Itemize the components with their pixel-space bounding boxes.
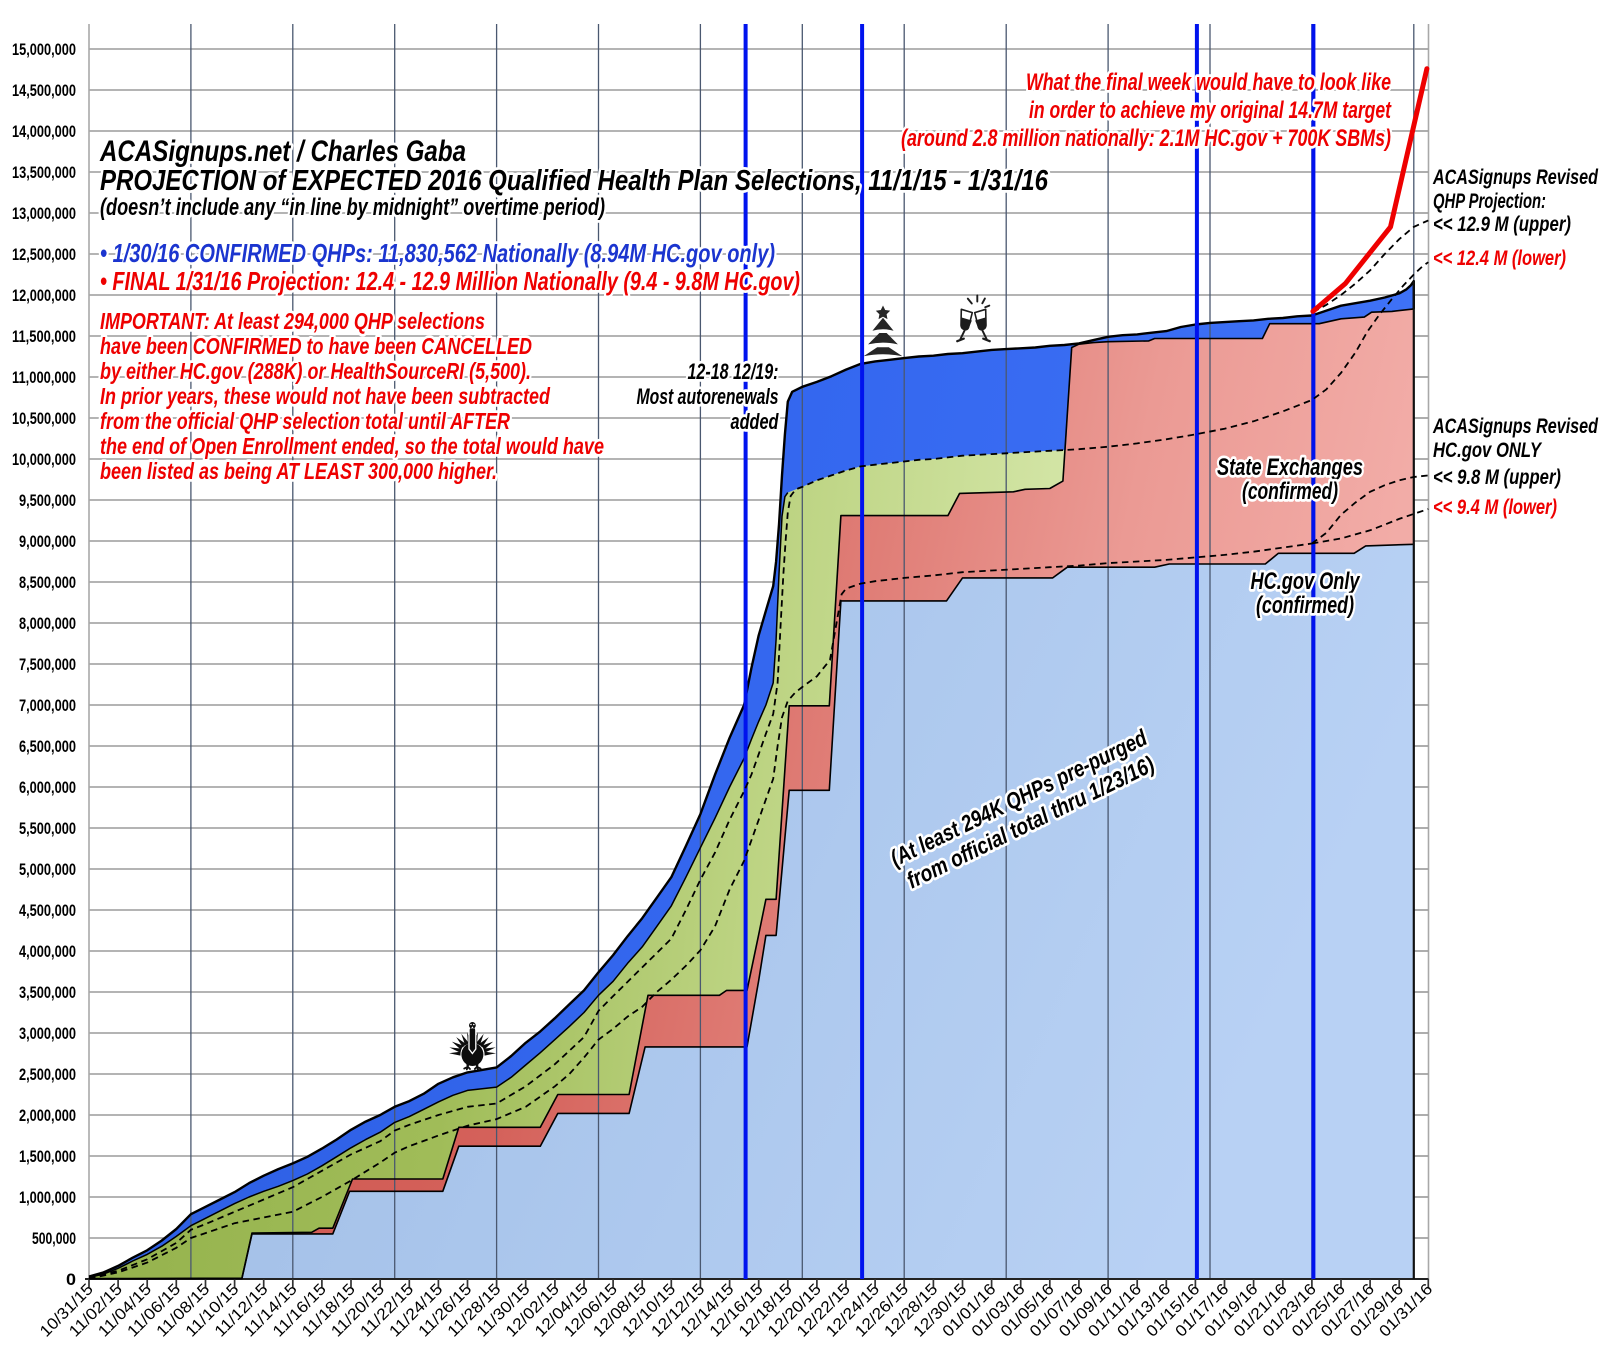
svg-text:What the final week would have: What the final week would have to look l… bbox=[1026, 69, 1391, 96]
svg-text:10,500,000: 10,500,000 bbox=[12, 409, 76, 428]
svg-text:10,000,000: 10,000,000 bbox=[12, 450, 76, 469]
svg-text:13,000,000: 13,000,000 bbox=[12, 204, 76, 223]
svg-text:1,000,000: 1,000,000 bbox=[19, 1188, 76, 1207]
svg-text:In prior years, these would no: In prior years, these would not have bee… bbox=[100, 383, 550, 409]
svg-text:PROJECTION of EXPECTED 2016 Qu: PROJECTION of EXPECTED 2016 Qualified He… bbox=[100, 165, 1048, 197]
svg-text:(doesn’t include any “in line: (doesn’t include any “in line by midnigh… bbox=[100, 194, 605, 221]
svg-text:5,000,000: 5,000,000 bbox=[19, 860, 76, 879]
svg-text:14,500,000: 14,500,000 bbox=[12, 81, 76, 100]
svg-text:ACASignups.net / Charles Gaba: ACASignups.net / Charles Gaba bbox=[99, 135, 466, 168]
svg-text:12,000,000: 12,000,000 bbox=[12, 286, 76, 305]
svg-text:been listed as being AT LEAST: been listed as being AT LEAST 300,000 hi… bbox=[100, 458, 497, 484]
svg-text:<< 9.8 M (upper): << 9.8 M (upper) bbox=[1433, 466, 1561, 489]
svg-text:6,000,000: 6,000,000 bbox=[19, 778, 76, 797]
svg-text:1,500,000: 1,500,000 bbox=[19, 1147, 76, 1166]
svg-text:have been CONFIRMED to have be: have been CONFIRMED to have been CANCELL… bbox=[100, 333, 532, 359]
svg-text:13,500,000: 13,500,000 bbox=[12, 163, 76, 182]
svg-text:8,000,000: 8,000,000 bbox=[19, 614, 76, 633]
svg-text:5,500,000: 5,500,000 bbox=[19, 819, 76, 838]
svg-text:6,500,000: 6,500,000 bbox=[19, 737, 76, 756]
svg-text:2,000,000: 2,000,000 bbox=[19, 1106, 76, 1125]
svg-text:(confirmed): (confirmed) bbox=[1242, 478, 1338, 505]
svg-text:14,000,000: 14,000,000 bbox=[12, 122, 76, 141]
svg-text:State Exchanges: State Exchanges bbox=[1217, 454, 1363, 481]
svg-text:<< 9.4 M (lower): << 9.4 M (lower) bbox=[1433, 496, 1557, 519]
svg-text:HC.gov Only: HC.gov Only bbox=[1251, 568, 1361, 595]
svg-text:IMPORTANT: At least 294,000 QH: IMPORTANT: At least 294,000 QHP selectio… bbox=[100, 308, 485, 334]
svg-text:3,500,000: 3,500,000 bbox=[19, 983, 76, 1002]
svg-text:8,500,000: 8,500,000 bbox=[19, 573, 76, 592]
svg-text:Most autorenewals: Most autorenewals bbox=[637, 384, 779, 409]
svg-text:9,000,000: 9,000,000 bbox=[19, 532, 76, 551]
svg-text:ACASignups Revised: ACASignups Revised bbox=[1432, 166, 1599, 189]
svg-text:the end of Open Enrollment end: the end of Open Enrollment ended, so the… bbox=[100, 433, 604, 459]
svg-text:in order to achieve my origina: in order to achieve my original 14.7M ta… bbox=[1029, 97, 1392, 124]
svg-text:0: 0 bbox=[66, 1270, 76, 1289]
svg-text:9,500,000: 9,500,000 bbox=[19, 491, 76, 510]
svg-text:(around 2.8 million nationally: (around 2.8 million nationally: 2.1M HC.… bbox=[901, 125, 1391, 152]
svg-text:HC.gov ONLY: HC.gov ONLY bbox=[1433, 439, 1543, 462]
svg-text:• 1/30/16 CONFIRMED QHPs: 11,8: • 1/30/16 CONFIRMED QHPs: 11,830,562 Nat… bbox=[100, 238, 775, 268]
svg-text:7,000,000: 7,000,000 bbox=[19, 696, 76, 715]
svg-text:QHP Projection:: QHP Projection: bbox=[1433, 190, 1546, 213]
svg-text:12-18 12/19:: 12-18 12/19: bbox=[688, 359, 779, 384]
svg-text:<< 12.4 M (lower): << 12.4 M (lower) bbox=[1433, 247, 1566, 270]
svg-text:12,500,000: 12,500,000 bbox=[12, 245, 76, 264]
svg-text:3,000,000: 3,000,000 bbox=[19, 1024, 76, 1043]
svg-text:7,500,000: 7,500,000 bbox=[19, 655, 76, 674]
svg-text:• FINAL 1/31/16 Projection: 12: • FINAL 1/31/16 Projection: 12.4 - 12.9 … bbox=[100, 266, 800, 296]
svg-text:4,500,000: 4,500,000 bbox=[19, 901, 76, 920]
svg-text:ACASignups Revised: ACASignups Revised bbox=[1432, 415, 1599, 438]
svg-text:by either HC.gov (288K) or Hea: by either HC.gov (288K) or HealthSourceR… bbox=[100, 358, 531, 384]
svg-text:2,500,000: 2,500,000 bbox=[19, 1065, 76, 1084]
svg-text:<< 12.9 M (upper): << 12.9 M (upper) bbox=[1433, 213, 1571, 236]
svg-text:from the official QHP selectio: from the official QHP selection total un… bbox=[100, 408, 510, 434]
svg-text:(confirmed): (confirmed) bbox=[1256, 592, 1354, 619]
svg-text:11,000,000: 11,000,000 bbox=[12, 368, 76, 387]
svg-text:500,000: 500,000 bbox=[32, 1229, 76, 1248]
svg-text:11,500,000: 11,500,000 bbox=[12, 327, 76, 346]
svg-text:4,000,000: 4,000,000 bbox=[19, 942, 76, 961]
svg-text:added: added bbox=[731, 409, 779, 434]
svg-text:15,000,000: 15,000,000 bbox=[12, 40, 76, 59]
